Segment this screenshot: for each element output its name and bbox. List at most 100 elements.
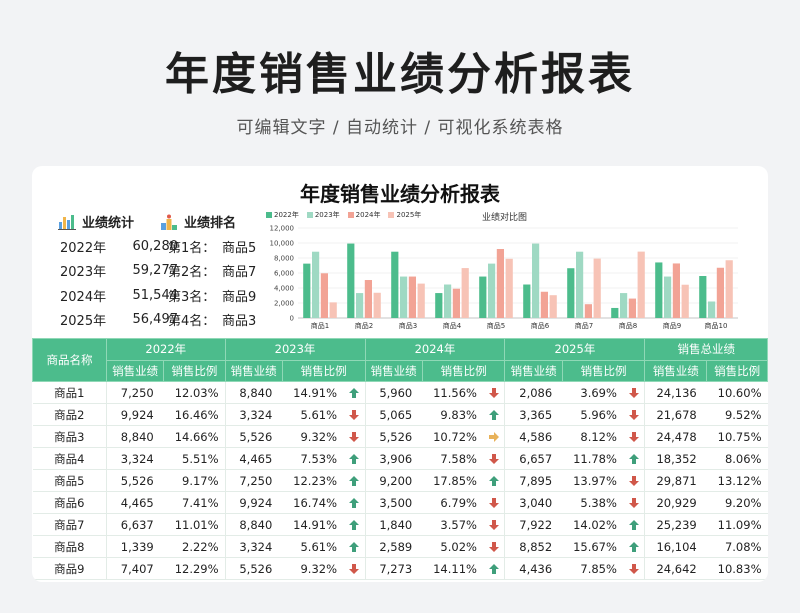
ratio-cell: 14.02%	[562, 513, 623, 536]
x-tick-label: 商品4	[443, 321, 462, 330]
sub-header-ratio: 销售比例	[281, 359, 366, 382]
total-ratio-cell: 10.75%	[706, 425, 768, 448]
stat-row: 2025年 56,497	[60, 308, 178, 333]
sales-cell: 5,526	[225, 425, 283, 448]
rank-heading: 业绩排名	[160, 212, 236, 231]
rank-label: 第3名：	[168, 289, 216, 305]
stat-row: 2024年 51,544	[60, 283, 178, 308]
sales-cell: 7,922	[504, 513, 563, 536]
sales-cell: 8,840	[106, 425, 164, 448]
y-tick-label: 12,000	[270, 225, 295, 233]
bar-1	[303, 263, 311, 318]
x-tick-label: 商品2	[355, 321, 373, 330]
sales-cell: 3,324	[225, 535, 283, 558]
group-header: 2025年	[504, 338, 646, 361]
ratio-cell: 10.72%	[422, 425, 483, 448]
total-ratio-cell: 10.83%	[706, 557, 768, 580]
bar-3	[628, 298, 636, 318]
table-row: 商品9 7,407 12.29% 5,526 9.32% 7,273 14.11% 4,436…	[32, 557, 768, 580]
x-tick-label: 商品3	[399, 321, 417, 330]
ratio-cell: 5.61%	[282, 535, 344, 558]
trend-cell	[482, 557, 506, 580]
total-sales-cell: 25,239	[644, 513, 707, 536]
chart-title: 业绩对比图	[482, 213, 528, 223]
bar-3	[496, 249, 504, 318]
legend-swatch	[266, 212, 272, 218]
trend-cell	[343, 491, 366, 514]
trend-cell	[482, 381, 506, 404]
trend-cell	[343, 557, 366, 580]
bar-2	[488, 263, 496, 318]
sub-header-sales: 销售业绩	[504, 359, 563, 382]
arrow-down-icon	[628, 562, 640, 576]
stats-heading-label: 业绩统计	[82, 216, 135, 231]
arrow-up-icon	[348, 474, 360, 488]
legend-label: 2022年	[274, 211, 299, 219]
trend-cell	[482, 447, 506, 470]
sub-header-ratio: 销售比例	[421, 359, 506, 382]
sales-cell: 7,250	[225, 469, 283, 492]
total-ratio-cell: 13.12%	[706, 469, 768, 492]
bar-chart-icon	[58, 214, 76, 230]
sales-cell: 4,465	[225, 447, 283, 470]
rank-row: 第2名： 商品7	[168, 259, 256, 284]
ratio-cell: 14.91%	[282, 381, 344, 404]
bar-3	[408, 276, 416, 318]
bar-3	[716, 267, 724, 318]
sales-cell: 7,273	[365, 557, 423, 580]
sales-cell: 8,840	[225, 381, 283, 404]
ratio-cell: 16.74%	[282, 491, 344, 514]
podium-icon	[161, 214, 177, 230]
arrow-down-icon	[628, 496, 640, 510]
sub-header-ratio: 销售比例	[163, 359, 226, 382]
total-sales-cell: 29,871	[644, 469, 707, 492]
bar-1	[435, 293, 443, 318]
stats-list: 2022年 60,280 2023年 59,277 2024年 51,544 2025…	[60, 234, 178, 332]
arrow-down-icon	[348, 408, 360, 422]
ratio-cell: 5.61%	[282, 403, 344, 426]
y-tick-label: 2,000	[274, 300, 294, 308]
trend-cell	[482, 403, 506, 426]
legend-label: 2023年	[314, 211, 340, 219]
sales-cell: 3,324	[106, 447, 164, 470]
sales-cell: 7,250	[106, 381, 164, 404]
stat-value: 51,544	[132, 287, 179, 303]
arrow-down-icon	[628, 408, 640, 422]
arrow-down-icon	[488, 540, 500, 554]
total-ratio-cell: 8.06%	[706, 447, 768, 470]
total-ratio-cell: 11.09%	[706, 513, 768, 536]
ratio-cell: 5.51%	[163, 447, 226, 470]
ratio-cell: 16.46%	[163, 403, 226, 426]
table-row: 商品1 7,250 12.03% 8,840 14.91% 5,960 11.56% 2,08…	[32, 381, 768, 404]
rank-product: 商品3	[222, 314, 257, 330]
table-row: 商品8 1,339 2.22% 3,324 5.61% 2,589 5.02% 8,852 15…	[32, 535, 768, 558]
ratio-cell: 7.53%	[282, 447, 344, 470]
ratio-cell: 15.67%	[562, 535, 623, 558]
trend-cell	[482, 425, 506, 448]
trend-cell	[343, 403, 366, 426]
arrow-down-icon	[628, 474, 640, 488]
ratio-cell: 8.12%	[562, 425, 623, 448]
bar-4	[549, 295, 557, 318]
report-card: 年度销售业绩分析报表 业绩统计 业绩排名 2022年 60,280 2023年 59…	[32, 166, 768, 582]
total-sales-cell: 21,678	[644, 403, 707, 426]
page-title: 年度销售业绩分析报表	[165, 49, 635, 100]
bar-4	[725, 260, 733, 318]
group-header: 2022年	[106, 338, 226, 361]
trend-cell	[482, 469, 506, 492]
legend-swatch	[306, 212, 313, 218]
legend-label: 2025年	[396, 211, 422, 219]
ratio-cell: 9.83%	[422, 403, 483, 426]
bar-4	[417, 283, 425, 318]
card-title: 年度销售业绩分析报表	[300, 182, 500, 206]
trend-cell	[622, 491, 646, 514]
total-sales-cell: 20,929	[644, 491, 707, 514]
sales-cell: 2,086	[504, 381, 563, 404]
ratio-cell: 11.78%	[562, 447, 623, 470]
bar-1	[479, 276, 487, 318]
ratio-cell: 13.97%	[562, 469, 623, 492]
ratio-cell: 6.79%	[422, 491, 483, 514]
trend-cell	[622, 403, 646, 426]
stats-heading: 业绩统计	[58, 212, 134, 231]
sales-cell: 1,840	[365, 513, 423, 536]
